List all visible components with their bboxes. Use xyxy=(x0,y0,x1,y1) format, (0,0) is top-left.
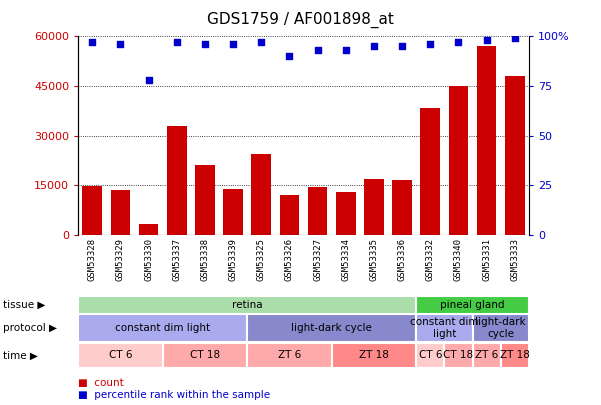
Bar xyxy=(167,126,186,235)
Text: GSM53339: GSM53339 xyxy=(228,238,237,281)
Bar xyxy=(444,343,472,368)
Text: GDS1759 / AF001898_at: GDS1759 / AF001898_at xyxy=(207,12,394,28)
Point xyxy=(510,35,520,42)
Text: GSM53338: GSM53338 xyxy=(200,238,209,281)
Point xyxy=(426,41,435,48)
Text: GSM53333: GSM53333 xyxy=(510,238,519,281)
Text: CT 18: CT 18 xyxy=(444,350,474,360)
Text: CT 6: CT 6 xyxy=(418,350,442,360)
Text: ZT 6: ZT 6 xyxy=(278,350,301,360)
Bar xyxy=(163,343,247,368)
Point xyxy=(172,39,182,46)
Text: GSM53335: GSM53335 xyxy=(370,238,379,281)
Bar xyxy=(82,186,102,235)
Bar xyxy=(336,192,356,235)
Bar xyxy=(78,314,247,342)
Bar xyxy=(308,187,328,235)
Bar xyxy=(477,46,496,235)
Bar xyxy=(251,154,271,235)
Text: GSM53326: GSM53326 xyxy=(285,238,294,281)
Text: ■  percentile rank within the sample: ■ percentile rank within the sample xyxy=(78,390,270,400)
Text: constant dim light: constant dim light xyxy=(115,323,210,333)
Text: GSM53327: GSM53327 xyxy=(313,238,322,281)
Text: ZT 18: ZT 18 xyxy=(359,350,389,360)
Point xyxy=(257,39,266,46)
Text: light-dark
cycle: light-dark cycle xyxy=(475,317,526,339)
Text: GSM53325: GSM53325 xyxy=(257,238,266,281)
Text: constant dim
light: constant dim light xyxy=(410,317,478,339)
Bar xyxy=(421,108,440,235)
Bar xyxy=(332,343,416,368)
Bar xyxy=(416,296,529,313)
Text: tissue ▶: tissue ▶ xyxy=(3,300,46,310)
Point xyxy=(285,53,294,60)
Bar xyxy=(472,343,501,368)
Bar xyxy=(78,296,416,313)
Bar xyxy=(279,195,299,235)
Text: pineal gland: pineal gland xyxy=(441,300,505,310)
Point xyxy=(144,77,153,83)
Text: CT 6: CT 6 xyxy=(109,350,132,360)
Text: GSM53331: GSM53331 xyxy=(482,238,491,281)
Text: GSM53340: GSM53340 xyxy=(454,238,463,281)
Bar xyxy=(247,314,416,342)
Bar xyxy=(416,343,444,368)
Bar xyxy=(247,343,332,368)
Text: GSM53332: GSM53332 xyxy=(426,238,435,281)
Text: CT 18: CT 18 xyxy=(190,350,220,360)
Text: ZT 6: ZT 6 xyxy=(475,350,498,360)
Text: light-dark cycle: light-dark cycle xyxy=(291,323,372,333)
Text: protocol ▶: protocol ▶ xyxy=(3,323,57,333)
Bar xyxy=(195,165,215,235)
Text: time ▶: time ▶ xyxy=(3,350,38,360)
Bar xyxy=(364,179,384,235)
Point xyxy=(482,37,492,44)
Text: ■  count: ■ count xyxy=(78,378,124,388)
Bar xyxy=(505,76,525,235)
Point xyxy=(87,39,97,46)
Point xyxy=(454,39,463,46)
Text: GSM53329: GSM53329 xyxy=(116,238,125,281)
Text: GSM53334: GSM53334 xyxy=(341,238,350,281)
Bar xyxy=(139,224,159,235)
Text: GSM53328: GSM53328 xyxy=(88,238,97,281)
Text: ZT 18: ZT 18 xyxy=(500,350,529,360)
Point xyxy=(341,47,350,53)
Text: GSM53330: GSM53330 xyxy=(144,238,153,281)
Point xyxy=(369,43,379,49)
Text: GSM53337: GSM53337 xyxy=(172,238,182,281)
Bar xyxy=(111,190,130,235)
Text: GSM53336: GSM53336 xyxy=(398,238,407,281)
Bar xyxy=(416,314,472,342)
Bar xyxy=(78,343,163,368)
Point xyxy=(200,41,210,48)
Bar xyxy=(223,189,243,235)
Bar xyxy=(501,343,529,368)
Point xyxy=(397,43,407,49)
Point xyxy=(313,47,322,53)
Bar xyxy=(392,180,412,235)
Point xyxy=(115,41,125,48)
Point xyxy=(228,41,238,48)
Bar xyxy=(448,86,468,235)
Bar xyxy=(472,314,529,342)
Text: retina: retina xyxy=(232,300,263,310)
